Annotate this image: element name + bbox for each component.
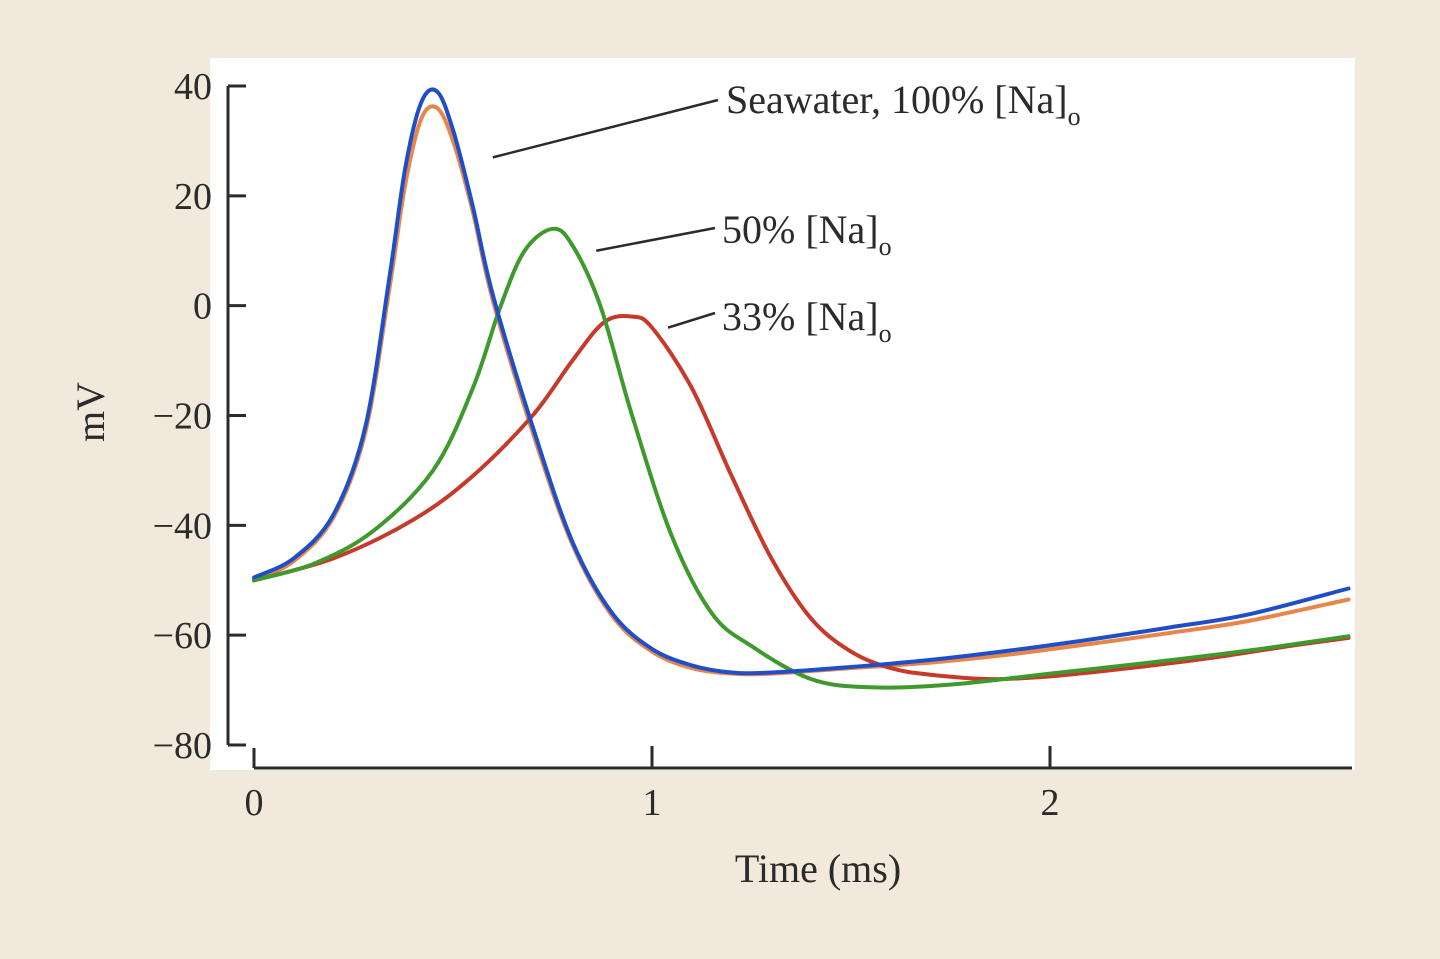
y-tick-label: −40 [153, 505, 212, 547]
y-tick-label: 40 [174, 66, 212, 108]
x-axis-title: Time (ms) [735, 846, 901, 891]
series-label-50: 50% [Na]o [722, 207, 892, 261]
series-line-33 [252, 314, 1351, 682]
leader-line-50 [596, 226, 716, 252]
y-tick-label: −60 [153, 615, 212, 657]
leader-lines [492, 98, 719, 329]
y-tick-label: 20 [174, 176, 212, 218]
y-tick-label: −20 [153, 396, 212, 438]
y-tick-label: −80 [153, 725, 212, 767]
series-label-33: 33% [Na]o [722, 294, 892, 348]
x-tick-label: 0 [245, 782, 264, 824]
series-lines [252, 87, 1351, 690]
series-line-50 [252, 226, 1351, 690]
series-label-seawater: Seawater, 100% [Na]o [726, 77, 1081, 131]
leader-line-33 [667, 311, 716, 329]
x-tick-label: 1 [643, 782, 662, 824]
x-ticks: 0 1 2 [245, 746, 1060, 824]
series-line-seawater [252, 87, 1351, 676]
plot-area [210, 58, 1355, 770]
series-labels: Seawater, 100% [Na]o 50% [Na]o 33% [Na]o [722, 77, 1081, 348]
y-axis-title: mV [68, 382, 113, 442]
y-ticks: 40 20 0 −20 −40 −60 −80 [153, 66, 246, 767]
y-tick-label: 0 [193, 286, 212, 328]
x-tick-label: 2 [1041, 782, 1060, 824]
leader-line-seawater [492, 98, 719, 159]
